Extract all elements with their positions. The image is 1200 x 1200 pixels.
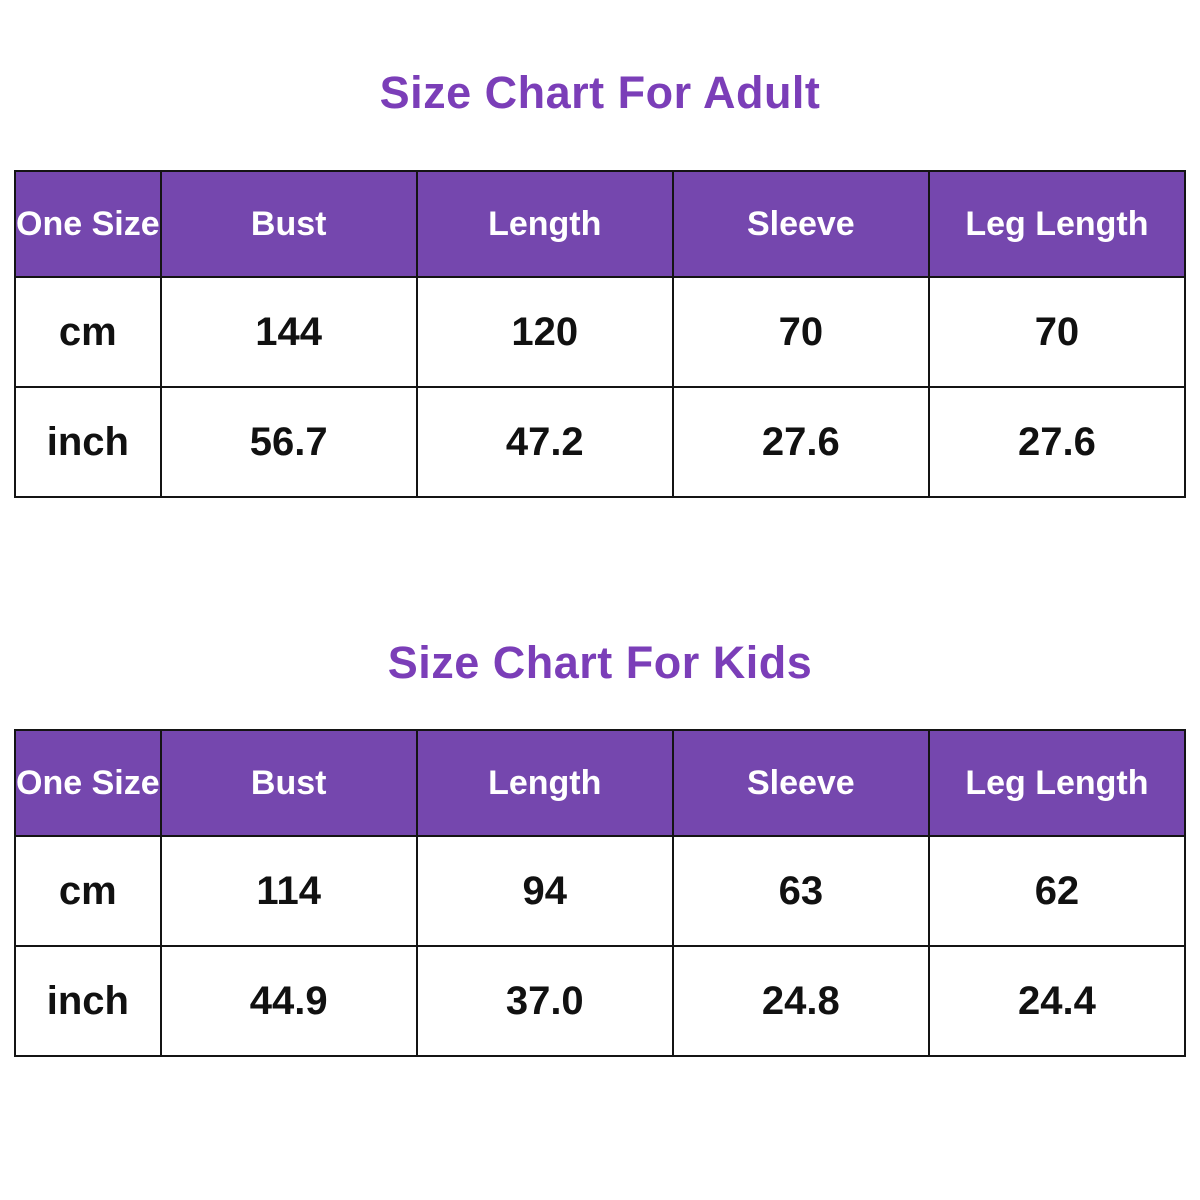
table-row-cm: cm 144 120 70 70: [14, 276, 1187, 388]
column-header-sleeve: Sleeve: [671, 729, 930, 837]
table-cell-bust-cm: 144: [159, 276, 418, 388]
table-cell-sleeve-cm: 63: [671, 835, 930, 947]
table-cell-length-cm: 120: [415, 276, 674, 388]
table-cell-leg-length-inch: 27.6: [927, 386, 1187, 498]
row-label-cm: cm: [14, 276, 162, 388]
adult-chart-title: Size Chart For Adult: [379, 67, 821, 118]
kids-chart-title: Size Chart For Kids: [387, 637, 813, 688]
table-cell-length-cm: 94: [415, 835, 674, 947]
kids-header-row: One Size Bust Length Sleeve Leg Length: [14, 729, 1187, 837]
column-header-one-size: One Size: [14, 729, 162, 837]
kids-size-chart-section: Size Chart For Kids One Size Bust Length…: [0, 498, 1200, 1057]
table-row-inch: inch 56.7 47.2 27.6 27.6: [14, 386, 1187, 498]
column-header-leg-length: Leg Length: [927, 170, 1187, 278]
row-label-cm: cm: [14, 835, 162, 947]
table-cell-sleeve-inch: 27.6: [671, 386, 930, 498]
table-row-cm: cm 114 94 63 62: [14, 835, 1187, 947]
table-cell-length-inch: 47.2: [415, 386, 674, 498]
column-header-bust: Bust: [159, 170, 418, 278]
table-cell-bust-cm: 114: [159, 835, 418, 947]
table-cell-leg-length-cm: 70: [927, 276, 1187, 388]
column-header-leg-length: Leg Length: [927, 729, 1187, 837]
table-cell-leg-length-inch: 24.4: [927, 945, 1187, 1057]
table-cell-length-inch: 37.0: [415, 945, 674, 1057]
table-cell-sleeve-cm: 70: [671, 276, 930, 388]
column-header-length: Length: [415, 170, 674, 278]
adult-header-row: One Size Bust Length Sleeve Leg Length: [14, 170, 1187, 278]
row-label-inch: inch: [14, 945, 162, 1057]
column-header-one-size: One Size: [14, 170, 162, 278]
table-cell-sleeve-inch: 24.8: [671, 945, 930, 1057]
table-row-inch: inch 44.9 37.0 24.8 24.4: [14, 945, 1187, 1057]
column-header-length: Length: [415, 729, 674, 837]
table-cell-bust-inch: 56.7: [159, 386, 418, 498]
adult-size-table: One Size Bust Length Sleeve Leg Length c…: [14, 170, 1187, 498]
column-header-bust: Bust: [159, 729, 418, 837]
column-header-sleeve: Sleeve: [671, 170, 930, 278]
table-cell-bust-inch: 44.9: [159, 945, 418, 1057]
kids-size-table: One Size Bust Length Sleeve Leg Length c…: [14, 729, 1187, 1057]
row-label-inch: inch: [14, 386, 162, 498]
adult-size-chart-section: Size Chart For Adult One Size Bust Lengt…: [0, 0, 1200, 498]
table-cell-leg-length-cm: 62: [927, 835, 1187, 947]
